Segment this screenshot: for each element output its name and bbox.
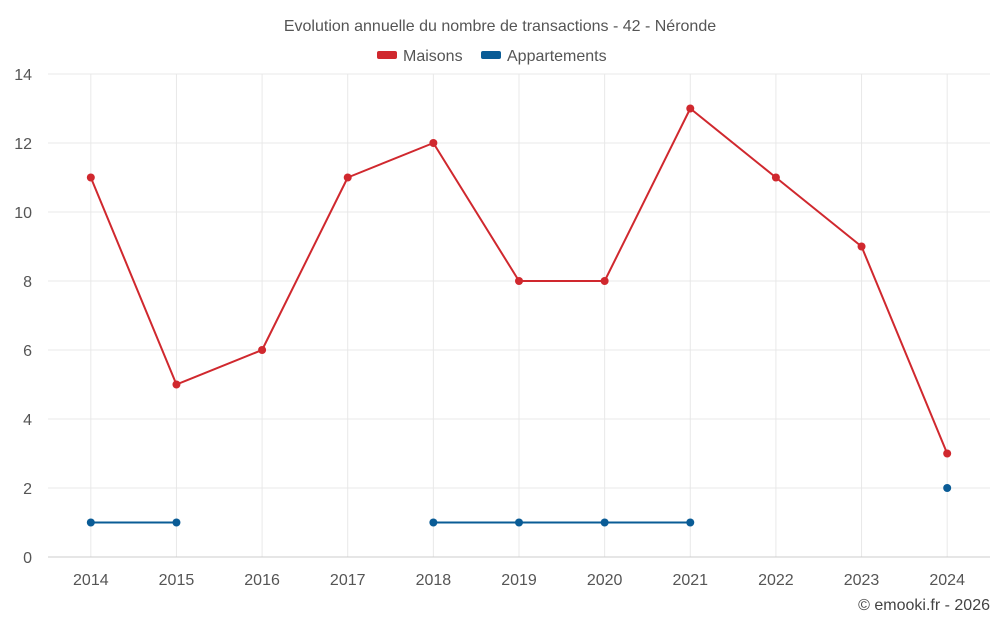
x-tick-label: 2020: [587, 572, 623, 589]
legend-label-appartements: Appartements: [507, 48, 607, 65]
data-point-appartements-2014[interactable]: [86, 518, 95, 527]
series-line-segment: [860, 245, 949, 455]
data-point-maisons-2020[interactable]: [600, 277, 609, 285]
legend-item-appartements[interactable]: Appartements: [481, 48, 607, 65]
series-line-segment: [432, 142, 520, 282]
data-point-maisons-2024[interactable]: [943, 449, 952, 458]
x-tick-label: 2021: [672, 572, 708, 589]
data-point-maisons-2017[interactable]: [343, 173, 352, 182]
series-line-segment: [689, 107, 777, 179]
data-point-maisons-2015[interactable]: [172, 380, 181, 389]
data-point-maisons-2016[interactable]: [258, 346, 267, 354]
data-point-maisons-2018[interactable]: [429, 139, 438, 147]
y-tick-label: 14: [14, 67, 32, 84]
y-tick-label: 12: [14, 136, 32, 153]
y-tick-label: 2: [23, 481, 32, 498]
series-line-segment: [175, 349, 264, 386]
credit-text: © emooki.fr - 2026: [858, 597, 990, 614]
legend-label-maisons: Maisons: [403, 48, 463, 65]
series: [86, 104, 952, 527]
x-tick-label: 2014: [73, 572, 109, 589]
x-tick-label: 2019: [501, 572, 537, 589]
series-line-segment: [603, 107, 692, 282]
y-tick-label: 10: [14, 205, 32, 222]
series-appartements: [86, 484, 952, 527]
x-tick-label: 2023: [844, 572, 880, 589]
x-tick-label: 2016: [244, 572, 280, 589]
chart-title: Evolution annuelle du nombre de transact…: [284, 18, 716, 35]
data-point-maisons-2022[interactable]: [771, 173, 780, 182]
series-maisons: [86, 104, 952, 458]
legend: Maisons Appartements: [377, 48, 607, 65]
data-point-appartements-2018[interactable]: [429, 518, 438, 527]
x-tick-label: 2017: [330, 572, 366, 589]
data-point-appartements-2020[interactable]: [600, 518, 609, 527]
data-point-appartements-2019[interactable]: [515, 518, 523, 527]
data-point-appartements-2015[interactable]: [172, 518, 181, 527]
data-point-maisons-2023[interactable]: [857, 242, 866, 251]
data-point-maisons-2014[interactable]: [86, 173, 95, 182]
legend-swatch-maisons: [377, 51, 397, 59]
y-tick-label: 6: [23, 343, 32, 360]
y-tick-label: 4: [23, 412, 32, 429]
gridlines: [48, 73, 990, 557]
x-tick-label: 2024: [929, 572, 965, 589]
data-point-appartements-2021[interactable]: [686, 518, 695, 527]
legend-swatch-appartements: [481, 51, 501, 59]
axes: 0 2 4 6 8 10 12 14 2014 2015 2016 2017 2018 2019 2020 2…: [14, 67, 990, 589]
data-point-appartements-2024[interactable]: [943, 484, 952, 492]
x-tick-label: 2015: [159, 572, 195, 589]
data-point-maisons-2019[interactable]: [515, 277, 523, 285]
series-line-segment: [261, 176, 349, 351]
y-tick-label: 8: [23, 274, 32, 291]
series-line-segment: [774, 176, 863, 248]
data-point-maisons-2021[interactable]: [686, 104, 695, 113]
x-tick-label: 2018: [416, 572, 452, 589]
legend-item-maisons[interactable]: Maisons: [377, 48, 463, 65]
series-line-segment: [346, 142, 435, 179]
series-line-segment: [89, 176, 178, 386]
x-tick-label: 2022: [758, 572, 794, 589]
y-tick-label: 0: [23, 550, 32, 567]
